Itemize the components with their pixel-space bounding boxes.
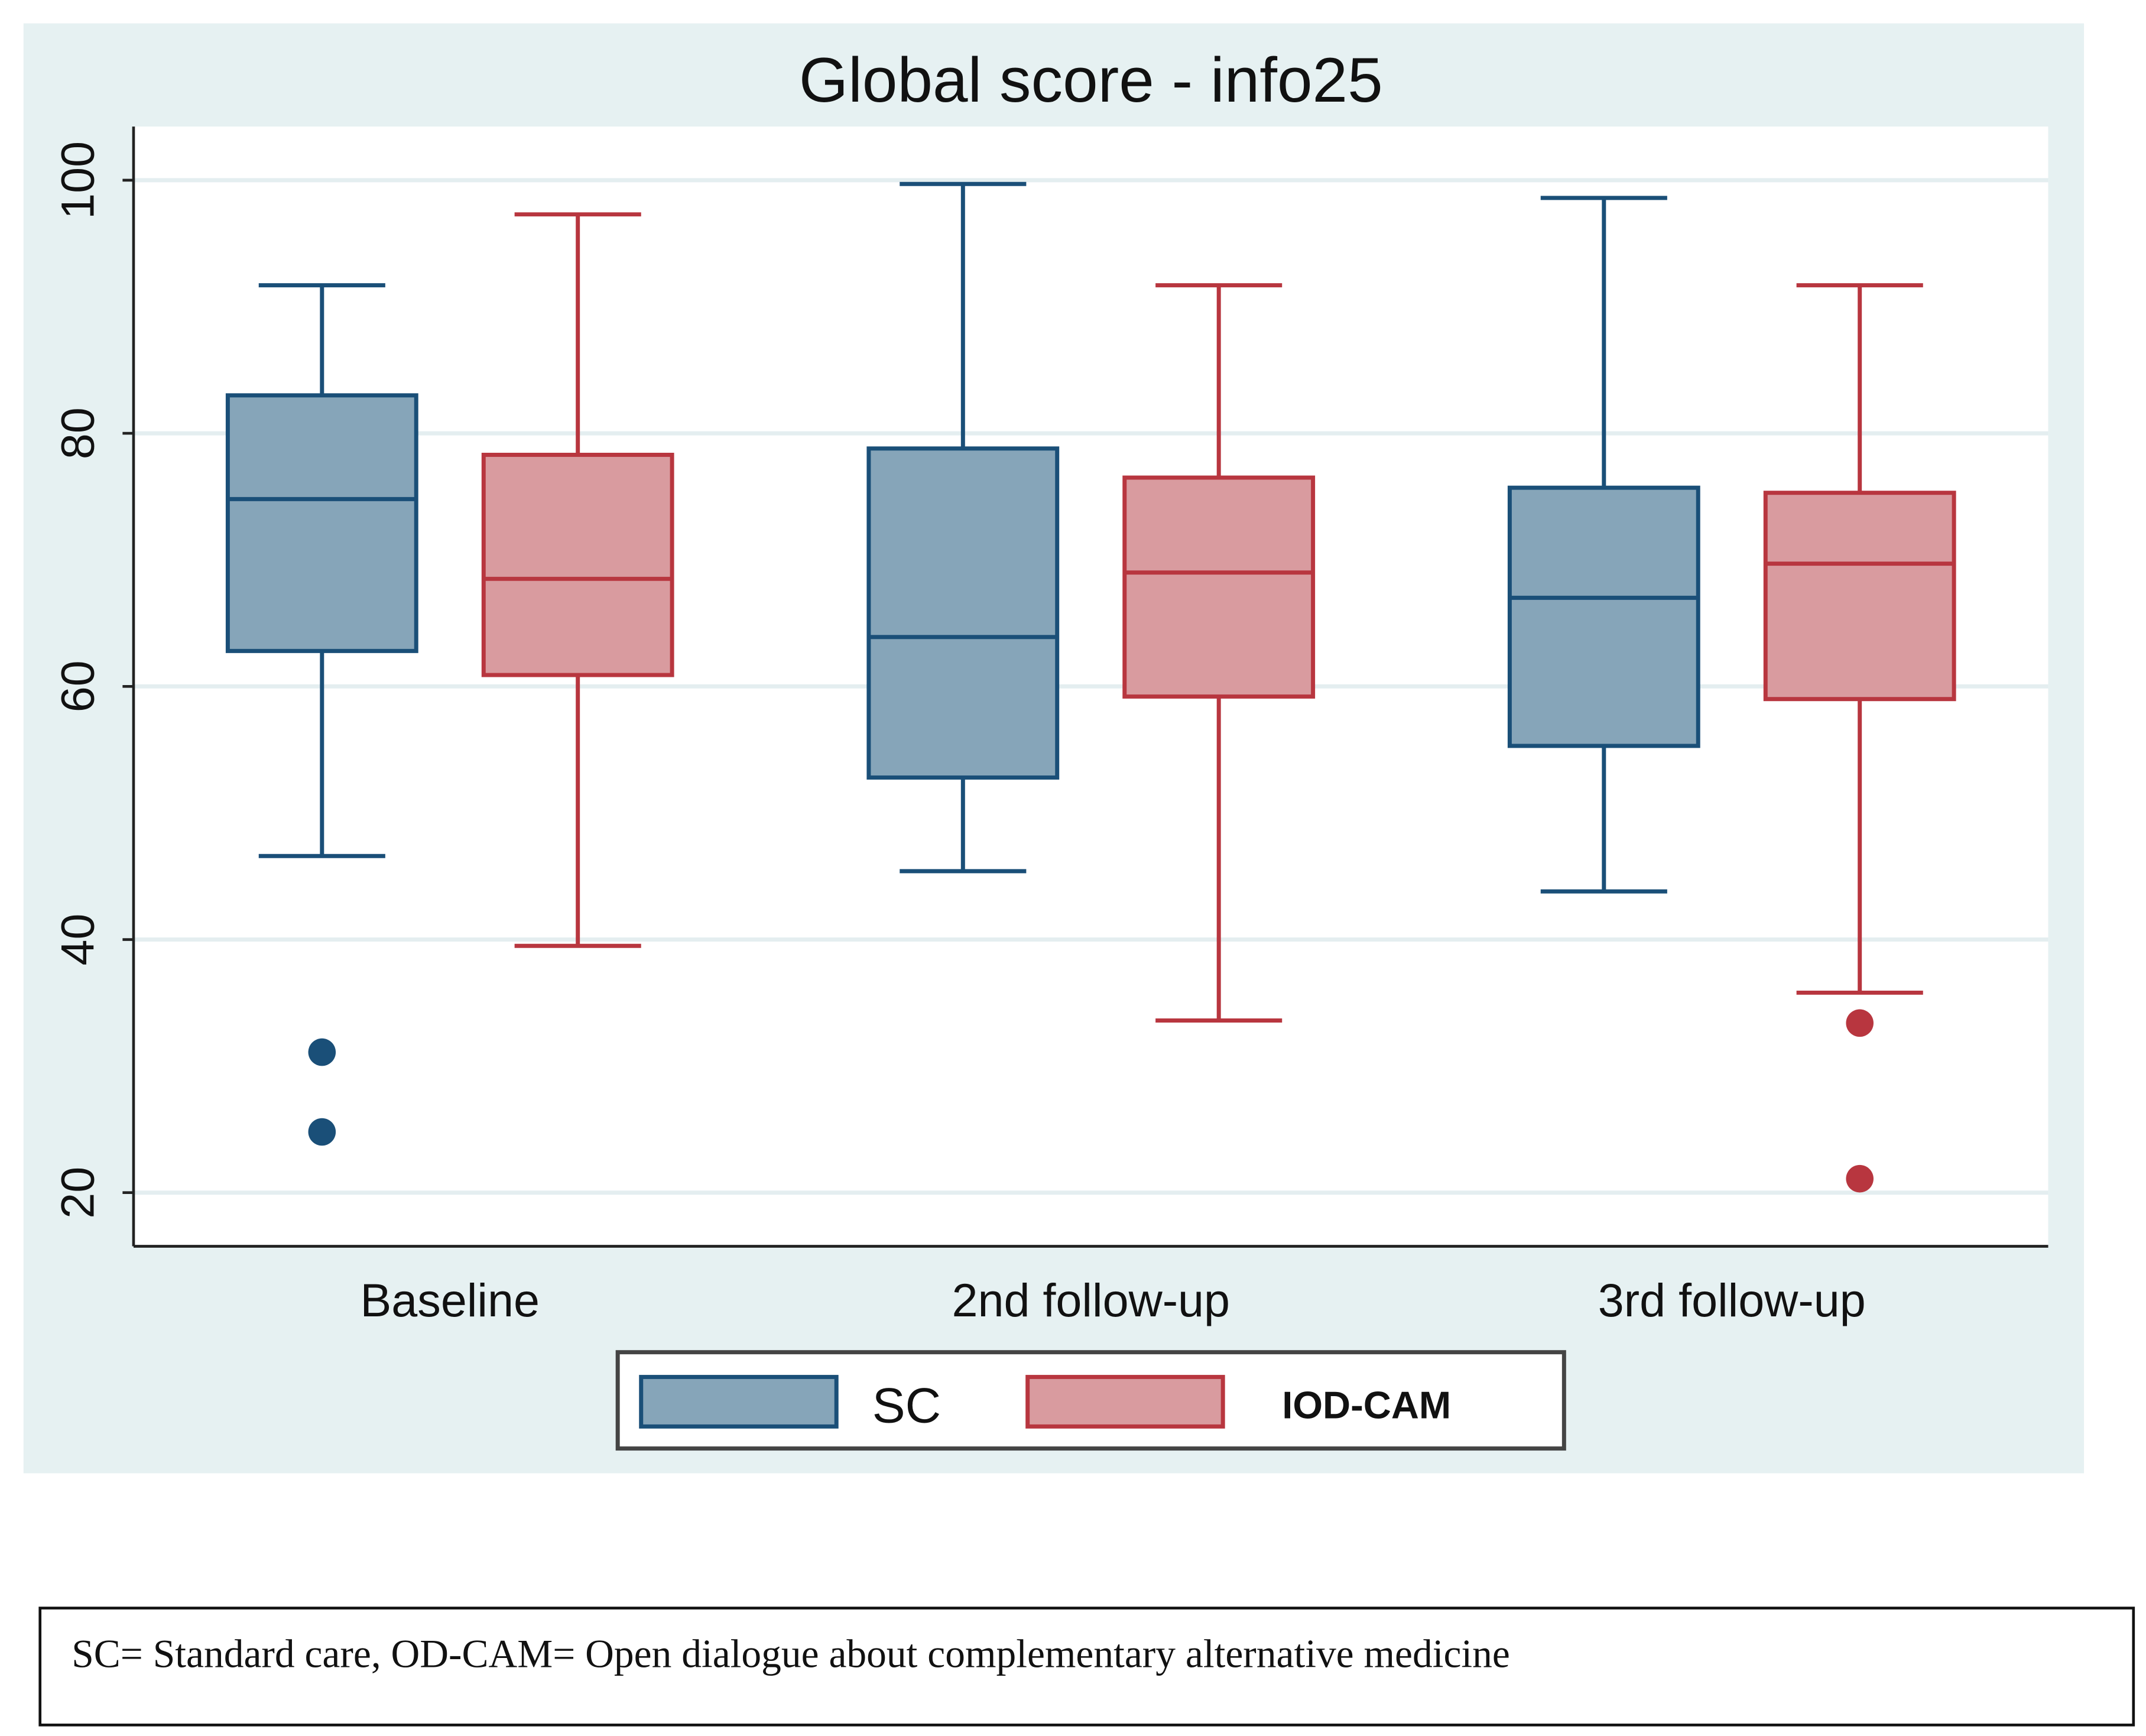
x-tick-label: 2nd follow-up (952, 1274, 1230, 1326)
y-tick-label: 60 (51, 660, 103, 712)
outlier-point-iod-cam (1846, 1164, 1874, 1193)
box-iod-cam (1763, 491, 1956, 702)
chart-title: Global score - info25 (799, 44, 1383, 115)
x-tick-label: Baseline (361, 1274, 540, 1326)
footnote-text: SC= Standard care, OD-CAM= Open dialogue… (72, 1632, 1510, 1676)
box-iod-cam (481, 452, 674, 677)
legend-swatch-sc (639, 1375, 839, 1429)
x-tick-label: 3rd follow-up (1598, 1274, 1866, 1326)
box-sc (225, 393, 418, 653)
legend-label-iod-cam: IOD-CAM (1282, 1383, 1451, 1426)
y-tick-label: 80 (51, 407, 103, 459)
box-iod-cam (1122, 475, 1316, 699)
legend-label-sc: SC (872, 1377, 941, 1433)
outlier-point-iod-cam (1846, 1009, 1874, 1037)
legend-swatch-iod-cam (1025, 1375, 1225, 1429)
y-tick-label: 100 (51, 141, 103, 219)
footnote-box (38, 1607, 2135, 1727)
box-sc (866, 446, 1060, 780)
y-tick-label: 20 (51, 1167, 103, 1219)
outlier-point-sc (308, 1038, 336, 1066)
outlier-point-sc (308, 1118, 336, 1146)
box-sc (1507, 485, 1700, 748)
legend: SC IOD-CAM (615, 1350, 1566, 1451)
y-tick-label: 40 (51, 914, 103, 966)
